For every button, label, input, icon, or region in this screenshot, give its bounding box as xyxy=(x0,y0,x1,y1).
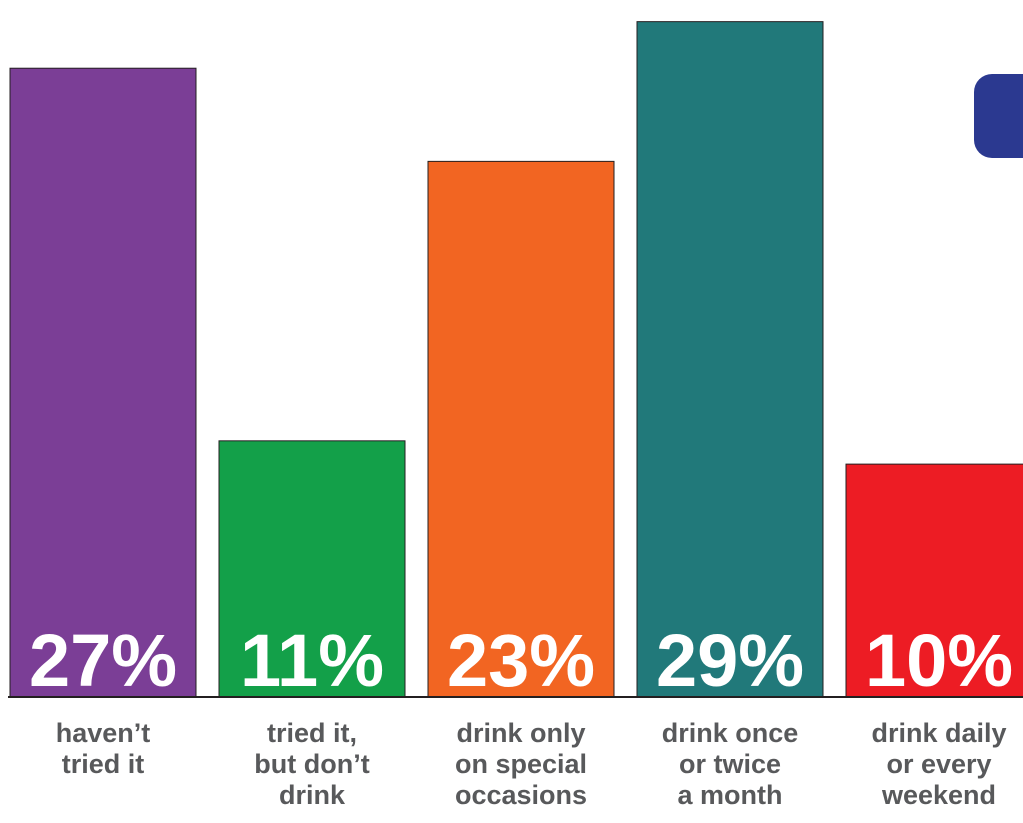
bar-value-label-3: 23% xyxy=(447,619,595,700)
category-label-3: drink only on special occasions xyxy=(454,718,588,810)
bar-5 xyxy=(845,463,1023,698)
category-label-4: drink once or twice a month xyxy=(661,718,799,810)
bar-value-label-5: 10% xyxy=(865,619,1013,700)
category-label-5: drink daily or every weekend xyxy=(871,718,1007,810)
bar-4 xyxy=(636,21,824,698)
bar-3 xyxy=(427,160,615,698)
category-label-2: tried it, but don’t drink xyxy=(254,718,370,810)
chart-plot-area: 27% 11% 23% 29% 10% xyxy=(8,21,1023,700)
bar-value-label-1: 27% xyxy=(29,619,177,700)
bar-value-label-2: 11% xyxy=(240,619,384,700)
bar-1 xyxy=(9,67,197,698)
blue-tab-decoration xyxy=(974,74,1023,158)
bar-2 xyxy=(218,440,406,698)
bar-value-label-4: 29% xyxy=(656,619,804,700)
category-label-1: haven’t tried it xyxy=(55,718,151,779)
